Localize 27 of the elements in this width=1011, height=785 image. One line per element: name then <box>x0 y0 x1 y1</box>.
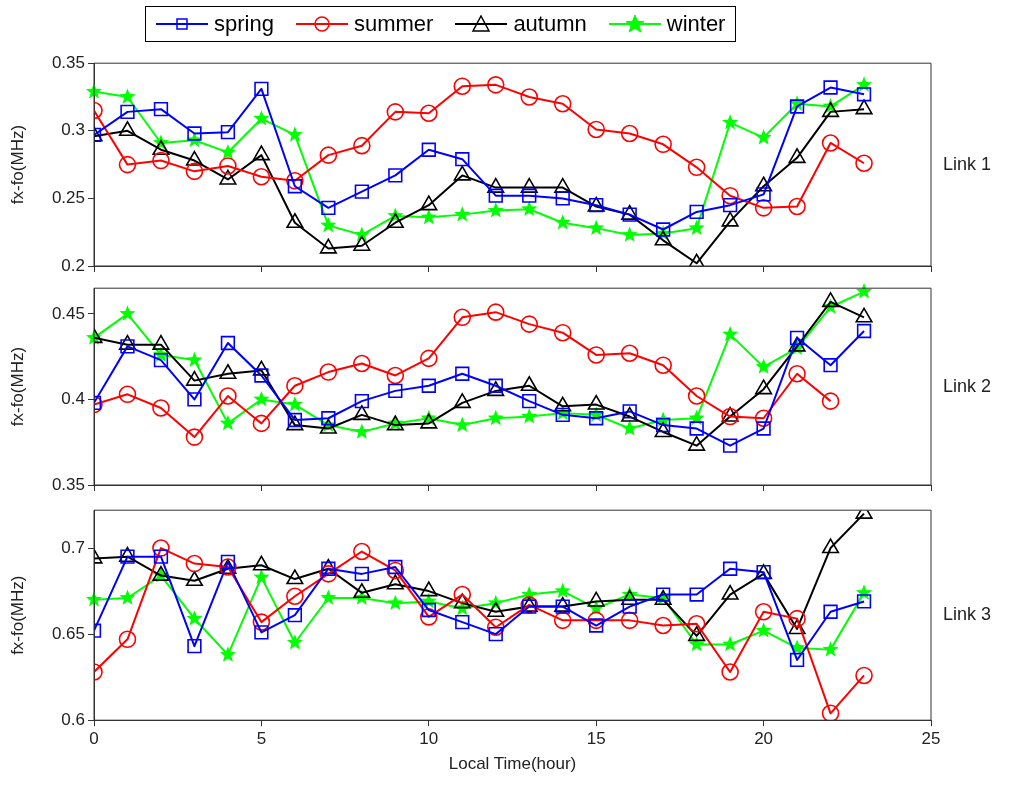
text: Link 2 <box>943 375 992 396</box>
x-tick-label: 5 <box>256 729 267 749</box>
legend-label: autumn <box>513 11 587 37</box>
y-tick-label: 0.7 <box>61 537 85 557</box>
legend-label: spring <box>214 11 274 37</box>
x-tick-label: 15 <box>586 729 606 749</box>
y-axis-title: fx-fo(MHz) <box>7 575 27 655</box>
y-tick-label: 0.35 <box>51 474 85 494</box>
y-tick-label: 0.45 <box>51 303 85 323</box>
y-tick-label: 0.25 <box>51 188 85 208</box>
y-axis-title: fx-fo(MHz) <box>7 346 27 427</box>
x-tick-label: 25 <box>921 729 941 749</box>
y-tick-label: 0.6 <box>61 709 85 729</box>
y-tick-label: 0.65 <box>51 623 85 643</box>
x-tick-label: 0 <box>89 729 99 749</box>
text: Link 1 <box>943 153 992 174</box>
x-axis-title: Local Time(hour) <box>448 754 577 774</box>
x-tick-label: 10 <box>419 729 439 749</box>
y-axis-title: fx-fo(MHz) <box>7 124 27 205</box>
y-tick-label: 0.2 <box>61 255 85 275</box>
x-tick-label: 20 <box>754 729 774 749</box>
y-tick-label: 0.3 <box>61 120 85 140</box>
legend-label: summer <box>353 11 434 37</box>
y-tick-label: 0.4 <box>61 389 85 409</box>
legend-label: winter <box>666 11 726 37</box>
y-tick-label: 0.35 <box>51 52 85 72</box>
text: Link 3 <box>943 604 992 625</box>
